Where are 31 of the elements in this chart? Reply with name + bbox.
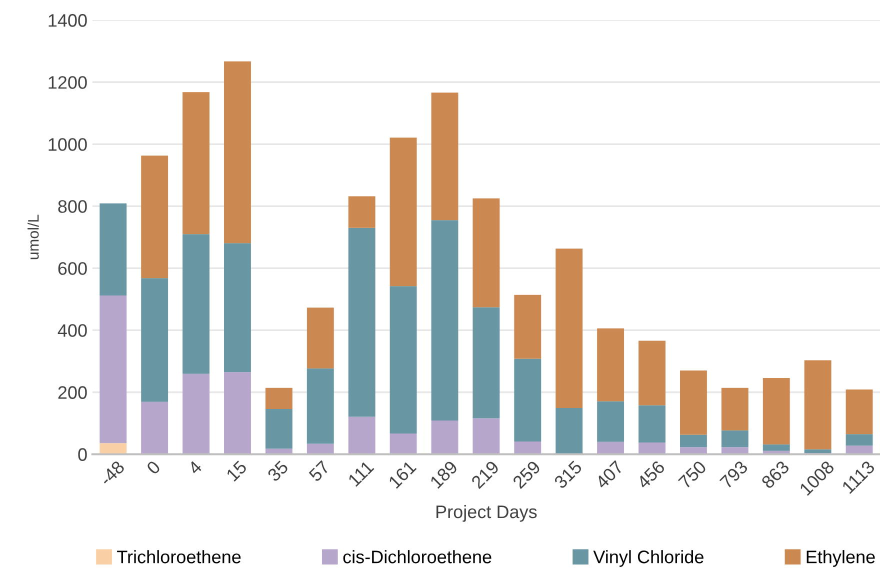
x-tick-label: 4 xyxy=(187,460,203,476)
x-tick-label: 15 xyxy=(226,460,248,482)
y-axis-title: umol/L xyxy=(28,214,39,260)
x-tick-label: 315 xyxy=(553,460,583,490)
x-tick-label: 35 xyxy=(266,460,289,482)
legend-label: cis-Dichloroethene xyxy=(343,550,492,564)
x-tick-label: 259 xyxy=(512,460,542,490)
x-tick-label: 863 xyxy=(760,460,790,490)
x-tick-label: 161 xyxy=(388,460,417,489)
x-tick-label: 750 xyxy=(678,460,708,490)
x-tick-label: -48 xyxy=(98,460,126,486)
y-tick-label: 600 xyxy=(58,262,87,275)
legend-label: Ethylene xyxy=(806,550,875,567)
x-tick-label: 456 xyxy=(636,460,666,490)
x-tick-label: 407 xyxy=(594,460,624,490)
legend-label: Vinyl Chloride xyxy=(593,550,704,567)
y-tick-label: 1200 xyxy=(48,76,87,89)
legend-label: Trichloroethene xyxy=(117,550,241,564)
x-tick-label: 0 xyxy=(146,460,162,476)
y-tick-label: 200 xyxy=(58,386,87,399)
x-tick-label: 57 xyxy=(308,460,330,482)
y-tick-label: 800 xyxy=(58,200,87,213)
x-tick-label: 111 xyxy=(348,460,374,487)
y-tick-label: 400 xyxy=(58,324,87,337)
y-tick-label: 0 xyxy=(78,448,87,461)
y-tick-label: 1000 xyxy=(48,138,87,151)
x-tick-label: 219 xyxy=(470,460,500,490)
y-tick-label: 1400 xyxy=(48,14,87,27)
x-tick-label: 793 xyxy=(719,460,748,490)
x-axis-title: Project Days xyxy=(436,504,537,522)
x-tick-label: 189 xyxy=(429,460,458,489)
